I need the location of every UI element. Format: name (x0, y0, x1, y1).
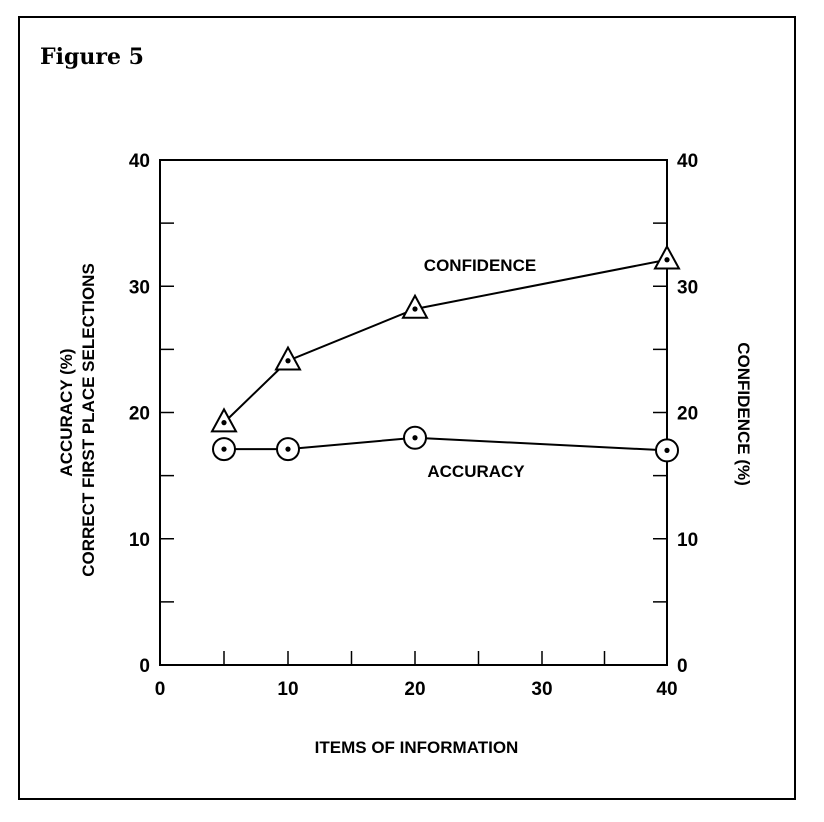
point-center-dot (412, 306, 418, 312)
series-label-confidence: CONFIDENCE (424, 256, 536, 275)
y-tick-label-right: 40 (677, 151, 698, 172)
y-tick-label-left: 20 (129, 404, 150, 425)
figure-title: Figure 5 (40, 44, 144, 70)
series-line-confidence (223, 258, 668, 424)
y-tick-label-right: 20 (677, 404, 698, 425)
y-tick-label-right: 0 (677, 656, 688, 677)
series-layer (210, 244, 681, 463)
point-center-dot (664, 257, 670, 263)
x-axis-title: ITEMS OF INFORMATION (315, 738, 519, 757)
y-tick-label-left: 0 (139, 656, 150, 677)
x-tick-label: 20 (404, 679, 425, 700)
x-tick-label: 40 (656, 679, 677, 700)
series-line-accuracy (224, 436, 668, 452)
plot-area (159, 159, 668, 666)
y-axis-left-title-line2: CORRECT FIRST PLACE SELECTIONS (79, 263, 98, 577)
point-center-dot (664, 447, 670, 453)
point-center-dot (412, 435, 418, 441)
y-tick-label-left: 40 (129, 151, 150, 172)
point-center-dot (221, 420, 227, 426)
y-axis-left-title-line1: ACCURACY (%) (57, 348, 76, 476)
series-label-accuracy: ACCURACY (427, 462, 525, 481)
x-tick-label: 10 (277, 679, 298, 700)
point-center-dot (285, 446, 291, 452)
y-tick-label-left: 30 (129, 277, 150, 298)
point-center-dot (285, 358, 291, 364)
y-tick-label-right: 30 (677, 277, 698, 298)
y-tick-label-left: 10 (129, 530, 150, 551)
point-center-dot (221, 446, 227, 452)
x-tick-label: 30 (531, 679, 552, 700)
x-tick-label: 0 (155, 679, 166, 700)
y-tick-label-right: 10 (677, 530, 698, 551)
y-axis-right-title: CONFIDENCE (%) (734, 342, 753, 486)
